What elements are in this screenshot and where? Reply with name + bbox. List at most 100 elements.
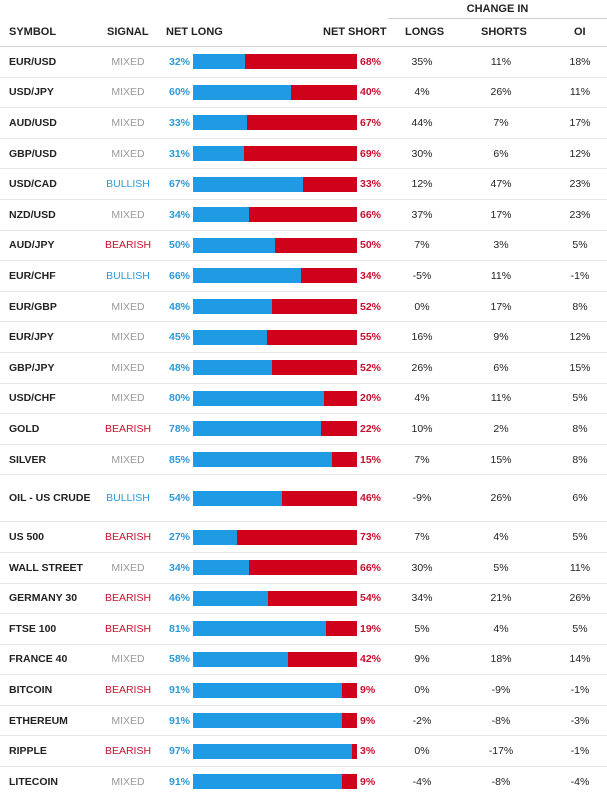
symbol-link[interactable]: BITCOIN <box>9 684 53 697</box>
net-short-value: 33% <box>360 178 382 191</box>
net-long-value: 45% <box>168 331 190 344</box>
change-oi-value: 18% <box>569 55 591 68</box>
sentiment-bar <box>193 713 357 729</box>
table-row[interactable]: GBP/JPY MIXED 48% 52% 26% 6% 15% <box>0 351 607 383</box>
net-long-header[interactable]: NET LONG <box>166 26 223 38</box>
table-row[interactable]: USD/CHF MIXED 80% 20% 4% 11% 5% <box>0 382 607 414</box>
net-long-bar-segment <box>193 207 249 223</box>
symbol-link[interactable]: WALL STREET <box>9 561 83 574</box>
table-row[interactable]: SILVER MIXED 85% 15% 7% 15% 8% <box>0 443 607 475</box>
net-long-bar-segment <box>193 490 282 506</box>
table-row[interactable]: US 500 BEARISH 27% 73% 7% 4% 5% <box>0 521 607 552</box>
symbol-link[interactable]: US 500 <box>9 531 45 544</box>
net-long-bar-segment <box>193 237 275 253</box>
net-short-value: 67% <box>360 116 382 129</box>
table-row[interactable]: FRANCE 40 MIXED 58% 42% 9% 18% 14% <box>0 643 607 675</box>
symbol-link[interactable]: GERMANY 30 <box>9 592 78 605</box>
symbol-link[interactable]: EUR/JPY <box>9 331 54 344</box>
net-short-value: 52% <box>360 361 382 374</box>
signal-label: MIXED <box>111 116 145 129</box>
table-row[interactable]: OIL - US CRUDE BULLISH 54% 46% -9% 26% 6% <box>0 474 607 521</box>
change-oi-value: 5% <box>572 622 588 635</box>
table-row[interactable]: GOLD BEARISH 78% 22% 10% 2% 8% <box>0 413 607 444</box>
table-row[interactable]: EUR/JPY MIXED 45% 55% 16% 9% 12% <box>0 321 607 352</box>
shorts-header[interactable]: SHORTS <box>481 26 527 38</box>
change-shorts-value: 21% <box>490 592 512 605</box>
table-body: EUR/USD MIXED 32% 68% 35% 11% 18% USD/JPY MIXED 6… <box>0 46 607 797</box>
table-row[interactable]: GERMANY 30 BEARISH 46% 54% 34% 21% 26% <box>0 582 607 614</box>
change-longs-value: 0% <box>414 684 430 697</box>
net-long-value: 78% <box>168 422 190 435</box>
signal-header[interactable]: SIGNAL <box>107 26 149 38</box>
change-oi-value: 5% <box>572 531 588 544</box>
symbol-link[interactable]: USD/CHF <box>9 392 56 405</box>
net-long-value: 48% <box>168 300 190 313</box>
symbol-link[interactable]: OIL - US CRUDE <box>9 492 91 505</box>
symbol-link[interactable]: GBP/USD <box>9 147 57 160</box>
sentiment-bar <box>193 682 357 698</box>
symbol-link[interactable]: SILVER <box>9 453 47 466</box>
table-row[interactable]: WALL STREET MIXED 34% 66% 30% 5% 11% <box>0 551 607 583</box>
oi-header[interactable]: OI <box>574 26 586 38</box>
symbol-link[interactable]: EUR/GBP <box>9 300 57 313</box>
symbol-link[interactable]: ETHEREUM <box>9 714 68 727</box>
signal-label: MIXED <box>111 300 145 313</box>
net-long-bar-segment <box>193 651 289 667</box>
table-row[interactable]: USD/CAD BULLISH 67% 33% 12% 47% 23% <box>0 168 607 199</box>
sentiment-bar <box>193 84 357 100</box>
symbol-link[interactable]: GBP/JPY <box>9 361 55 374</box>
table-row[interactable]: FTSE 100 BEARISH 81% 19% 5% 4% 5% <box>0 613 607 644</box>
table-row[interactable]: GBP/USD MIXED 31% 69% 30% 6% 12% <box>0 137 607 169</box>
net-short-value: 55% <box>360 331 382 344</box>
change-longs-value: 37% <box>411 208 433 221</box>
symbol-link[interactable]: RIPPLE <box>9 745 47 758</box>
symbol-link[interactable]: USD/JPY <box>9 86 54 99</box>
change-longs-value: -9% <box>412 492 432 505</box>
symbol-link[interactable]: GOLD <box>9 422 40 435</box>
net-short-bar-segment <box>248 560 357 576</box>
net-long-value: 27% <box>168 531 190 544</box>
table-row[interactable]: NZD/USD MIXED 34% 66% 37% 17% 23% <box>0 198 607 230</box>
table-row[interactable]: LITECOIN MIXED 91% 9% -4% -8% -4% <box>0 766 607 797</box>
sentiment-bar <box>193 115 357 131</box>
signal-label: BEARISH <box>104 745 152 758</box>
symbol-link[interactable]: LITECOIN <box>9 775 58 788</box>
table-row[interactable]: EUR/CHF BULLISH 66% 34% -5% 11% -1% <box>0 260 607 291</box>
table-row[interactable]: EUR/USD MIXED 32% 68% 35% 11% 18% <box>0 46 607 77</box>
symbol-link[interactable]: NZD/USD <box>9 208 56 221</box>
sentiment-bar <box>193 237 357 253</box>
symbol-header[interactable]: SYMBOL <box>9 26 57 38</box>
symbol-link[interactable]: FTSE 100 <box>9 622 57 635</box>
symbol-link[interactable]: AUD/JPY <box>9 239 55 252</box>
net-short-bar-segment <box>245 54 357 70</box>
symbol-link[interactable]: EUR/CHF <box>9 269 56 282</box>
table-row[interactable]: USD/JPY MIXED 60% 40% 4% 26% 11% <box>0 76 607 108</box>
change-oi-value: -1% <box>570 684 590 697</box>
net-short-bar-segment <box>324 390 357 406</box>
net-long-value: 58% <box>168 653 190 666</box>
change-oi-value: 12% <box>569 331 591 344</box>
symbol-link[interactable]: AUD/USD <box>9 116 57 129</box>
change-oi-value: 23% <box>569 178 591 191</box>
change-shorts-value: 4% <box>493 622 509 635</box>
table-row[interactable]: EUR/GBP MIXED 48% 52% 0% 17% 8% <box>0 290 607 322</box>
net-long-value: 91% <box>168 775 190 788</box>
symbol-link[interactable]: EUR/USD <box>9 55 57 68</box>
net-short-header[interactable]: NET SHORT <box>323 26 387 38</box>
net-short-value: 52% <box>360 300 382 313</box>
table-row[interactable]: AUD/JPY BEARISH 50% 50% 7% 3% 5% <box>0 229 607 261</box>
net-long-bar-segment <box>193 299 272 315</box>
table-row[interactable]: BITCOIN BEARISH 91% 9% 0% -9% -1% <box>0 674 607 705</box>
longs-header[interactable]: LONGS <box>405 26 445 38</box>
change-longs-value: 7% <box>414 239 430 252</box>
net-short-bar-segment <box>247 115 357 131</box>
net-long-bar-segment <box>193 360 272 376</box>
symbol-link[interactable]: USD/CAD <box>9 178 57 191</box>
table-row[interactable]: ETHEREUM MIXED 91% 9% -2% -8% -3% <box>0 704 607 736</box>
change-oi-value: 11% <box>569 86 591 99</box>
table-row[interactable]: AUD/USD MIXED 33% 67% 44% 7% 17% <box>0 107 607 138</box>
table-row[interactable]: RIPPLE BEARISH 97% 3% 0% -17% -1% <box>0 735 607 766</box>
symbol-link[interactable]: FRANCE 40 <box>9 653 68 666</box>
net-short-bar-segment <box>271 360 357 376</box>
net-short-bar-segment <box>320 421 357 437</box>
